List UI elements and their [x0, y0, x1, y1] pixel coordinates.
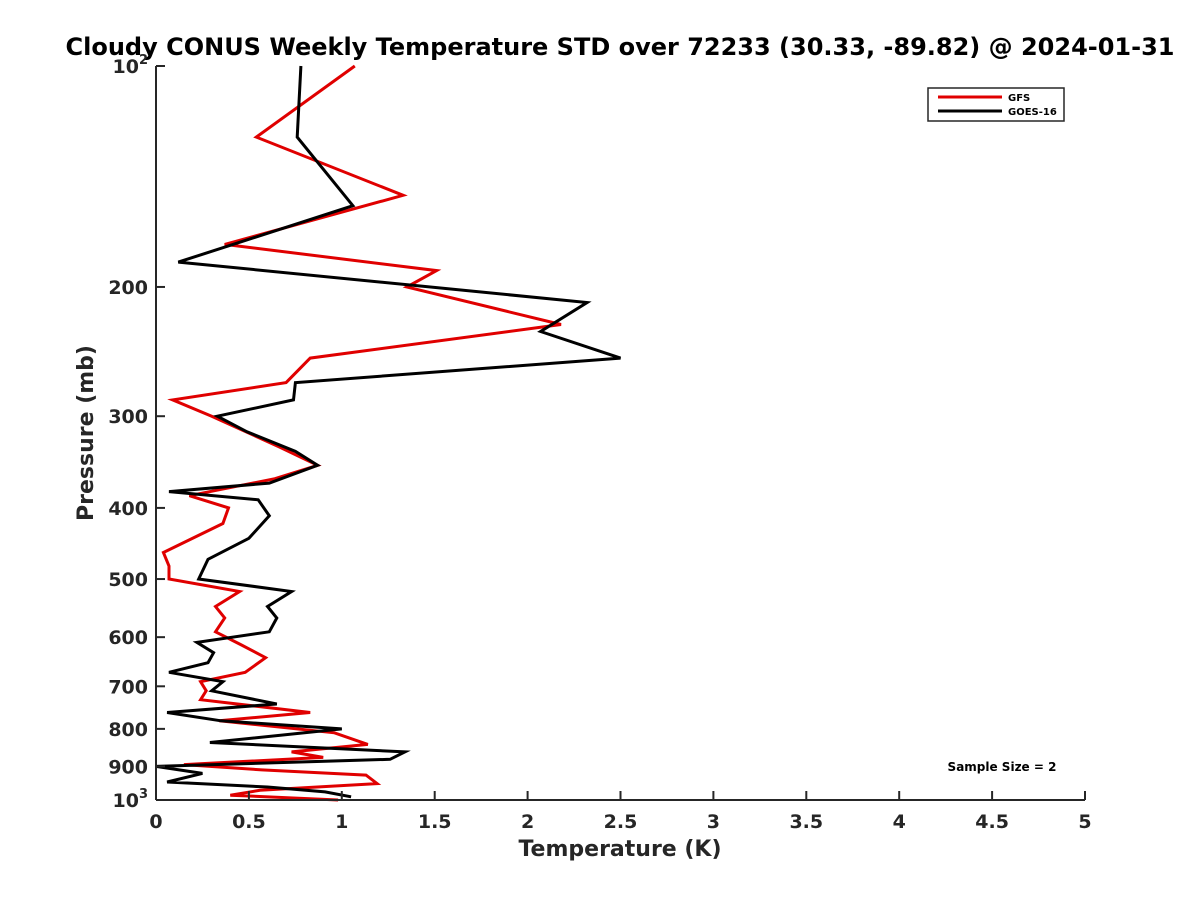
- x-tick-label: 0.5: [232, 811, 266, 833]
- x-axis-label: Temperature (K): [518, 837, 721, 862]
- x-tick-label: 4.5: [975, 811, 1009, 833]
- x-tick-label: 2: [521, 811, 534, 833]
- x-tick-label: 0: [149, 811, 162, 833]
- y-tick-label: 300: [108, 406, 148, 428]
- y-tick-label: 400: [108, 498, 148, 520]
- legend-label: GOES-16: [1008, 107, 1057, 118]
- series-line-goes-16: [155, 65, 621, 799]
- y-tick-label: 800: [108, 719, 148, 741]
- legend-label: GFS: [1008, 93, 1030, 104]
- x-tick-label: 4: [893, 811, 906, 833]
- series-line-gfs: [161, 64, 562, 802]
- y-tick-label: 200: [108, 277, 148, 299]
- x-tick-label: 1.5: [418, 811, 452, 833]
- sample-size-annotation: Sample Size = 2: [948, 760, 1057, 774]
- series-layer: [155, 64, 621, 802]
- legend: GFS GOES-16: [927, 87, 1065, 122]
- y-tick-label: 700: [108, 676, 148, 698]
- y-tick-label: 900: [108, 756, 148, 778]
- y-tick-label: 500: [108, 569, 148, 591]
- y-tick-label: 103: [113, 787, 149, 812]
- x-tick-label: 5: [1078, 811, 1091, 833]
- chart-title: Cloudy CONUS Weekly Temperature STD over…: [66, 33, 1175, 61]
- legend-box: [927, 87, 1065, 122]
- axes-layer: 0 0.5 1 1.5 2 2.5 3 3.5 4 4.5 5 102 200 300 400 500 600 7…: [108, 53, 1091, 833]
- x-tick-label: 3.5: [789, 811, 823, 833]
- x-tick-label: 1: [335, 811, 348, 833]
- y-tick-label: 600: [108, 627, 148, 649]
- x-tick-label: 3: [707, 811, 720, 833]
- y-axis-label: Pressure (mb): [74, 345, 99, 521]
- x-tick-label: 2.5: [604, 811, 638, 833]
- y-tick-label: 102: [113, 53, 149, 78]
